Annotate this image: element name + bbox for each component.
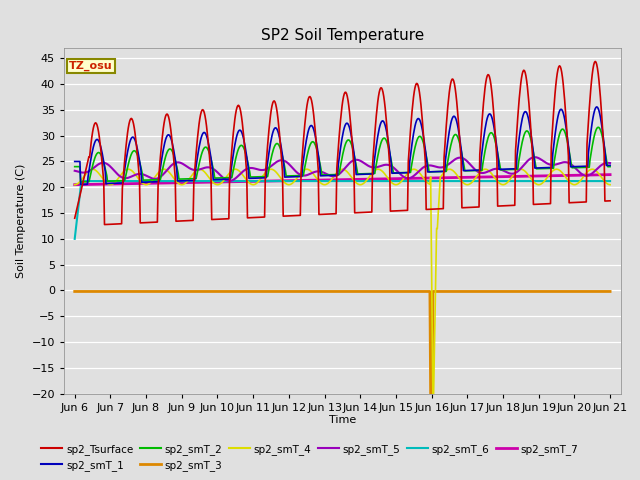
sp2_Tsurface	[100, 222, 108, 228]
sp2_Tsurface	[424, 206, 431, 212]
sp2_smT_3	[218, 288, 226, 294]
sp2_Tsurface	[191, 169, 198, 175]
sp2_smT_1	[136, 162, 144, 168]
sp2_smT_3	[190, 288, 198, 294]
sp2_smT_5	[606, 160, 614, 166]
Text: TZ_osu: TZ_osu	[69, 61, 113, 71]
X-axis label: Time: Time	[329, 415, 356, 425]
sp2_smT_2	[424, 161, 431, 167]
sp2_smT_1	[219, 177, 227, 182]
sp2_smT_7	[136, 180, 143, 186]
sp2_smT_1	[424, 169, 431, 175]
sp2_smT_5	[226, 178, 234, 184]
sp2_smT_7	[71, 182, 79, 188]
sp2_smT_4	[136, 178, 144, 184]
sp2_smT_6	[81, 178, 89, 184]
sp2_smT_2	[191, 176, 198, 181]
sp2_smT_3	[427, 391, 435, 396]
sp2_smT_4	[429, 391, 436, 396]
sp2_smT_7	[218, 179, 226, 185]
sp2_Tsurface	[591, 59, 599, 64]
sp2_smT_2	[136, 162, 144, 168]
sp2_smT_2	[81, 179, 89, 185]
sp2_smT_2	[77, 179, 84, 185]
sp2_smT_6	[424, 178, 431, 184]
sp2_smT_3	[81, 288, 88, 294]
Y-axis label: Soil Temperature (C): Soil Temperature (C)	[16, 164, 26, 278]
sp2_smT_7	[408, 176, 415, 181]
sp2_smT_5	[71, 168, 79, 174]
Line: sp2_smT_7: sp2_smT_7	[75, 175, 610, 185]
sp2_smT_1	[593, 104, 600, 110]
sp2_smT_5	[190, 167, 198, 173]
sp2_Tsurface	[136, 220, 144, 226]
Line: sp2_smT_4: sp2_smT_4	[75, 169, 610, 394]
sp2_smT_2	[595, 124, 602, 130]
Title: SP2 Soil Temperature: SP2 Soil Temperature	[260, 28, 424, 43]
Line: sp2_Tsurface: sp2_Tsurface	[75, 61, 610, 225]
sp2_smT_6	[606, 178, 614, 184]
sp2_Tsurface	[71, 216, 79, 221]
sp2_smT_5	[424, 163, 431, 168]
sp2_smT_6	[71, 236, 79, 242]
sp2_smT_3	[136, 288, 143, 294]
sp2_smT_2	[71, 164, 79, 169]
Legend: sp2_Tsurface, sp2_smT_1, sp2_smT_2, sp2_smT_3, sp2_smT_4, sp2_smT_5, sp2_smT_6, : sp2_Tsurface, sp2_smT_1, sp2_smT_2, sp2_…	[37, 439, 583, 475]
sp2_smT_3	[408, 288, 415, 294]
sp2_smT_6	[219, 178, 227, 184]
sp2_Tsurface	[408, 108, 416, 114]
sp2_smT_6	[77, 178, 85, 184]
Line: sp2_smT_5: sp2_smT_5	[75, 157, 610, 181]
sp2_smT_4	[191, 169, 198, 175]
sp2_smT_4	[408, 167, 416, 172]
sp2_smT_4	[606, 182, 614, 188]
sp2_smT_2	[408, 160, 416, 166]
sp2_smT_1	[77, 181, 84, 187]
sp2_Tsurface	[81, 173, 88, 179]
Line: sp2_smT_3: sp2_smT_3	[75, 291, 610, 394]
sp2_smT_1	[81, 181, 89, 187]
sp2_smT_1	[606, 162, 614, 168]
sp2_smT_4	[81, 173, 88, 179]
sp2_smT_7	[423, 175, 431, 181]
sp2_smT_2	[219, 175, 227, 180]
sp2_Tsurface	[606, 198, 614, 204]
sp2_smT_4	[424, 180, 431, 186]
sp2_smT_5	[81, 170, 88, 176]
sp2_smT_7	[81, 181, 88, 187]
Line: sp2_smT_1: sp2_smT_1	[75, 107, 610, 184]
sp2_smT_5	[531, 154, 539, 160]
Line: sp2_smT_2: sp2_smT_2	[75, 127, 610, 182]
sp2_smT_5	[136, 171, 143, 177]
sp2_smT_1	[71, 158, 79, 164]
sp2_smT_4	[219, 179, 227, 184]
sp2_smT_5	[218, 174, 226, 180]
sp2_smT_6	[191, 178, 198, 184]
sp2_smT_1	[408, 141, 416, 147]
sp2_smT_1	[191, 178, 198, 183]
sp2_smT_7	[606, 172, 614, 178]
sp2_smT_3	[71, 288, 79, 294]
sp2_smT_3	[606, 288, 614, 294]
sp2_smT_5	[408, 174, 416, 180]
sp2_smT_6	[136, 178, 144, 184]
sp2_smT_4	[89, 167, 97, 172]
sp2_smT_3	[423, 288, 431, 294]
sp2_smT_2	[606, 164, 614, 169]
sp2_smT_4	[71, 182, 79, 188]
sp2_smT_7	[190, 180, 198, 185]
Line: sp2_smT_6: sp2_smT_6	[75, 181, 610, 239]
sp2_smT_6	[408, 178, 416, 184]
sp2_Tsurface	[219, 216, 227, 222]
